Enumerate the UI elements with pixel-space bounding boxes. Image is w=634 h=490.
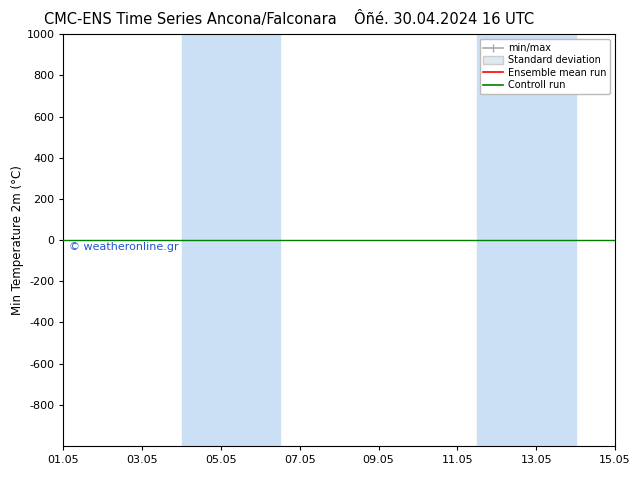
Legend: min/max, Standard deviation, Ensemble mean run, Controll run: min/max, Standard deviation, Ensemble me… bbox=[479, 39, 610, 94]
Bar bbox=[181, 34, 280, 446]
Y-axis label: Min Temperature 2m (°C): Min Temperature 2m (°C) bbox=[11, 165, 23, 315]
Text: Ôñé. 30.04.2024 16 UTC: Ôñé. 30.04.2024 16 UTC bbox=[354, 12, 534, 27]
Bar bbox=[477, 34, 576, 446]
Text: © weatheronline.gr: © weatheronline.gr bbox=[69, 242, 179, 252]
Text: CMC-ENS Time Series Ancona/Falconara: CMC-ENS Time Series Ancona/Falconara bbox=[44, 12, 337, 27]
